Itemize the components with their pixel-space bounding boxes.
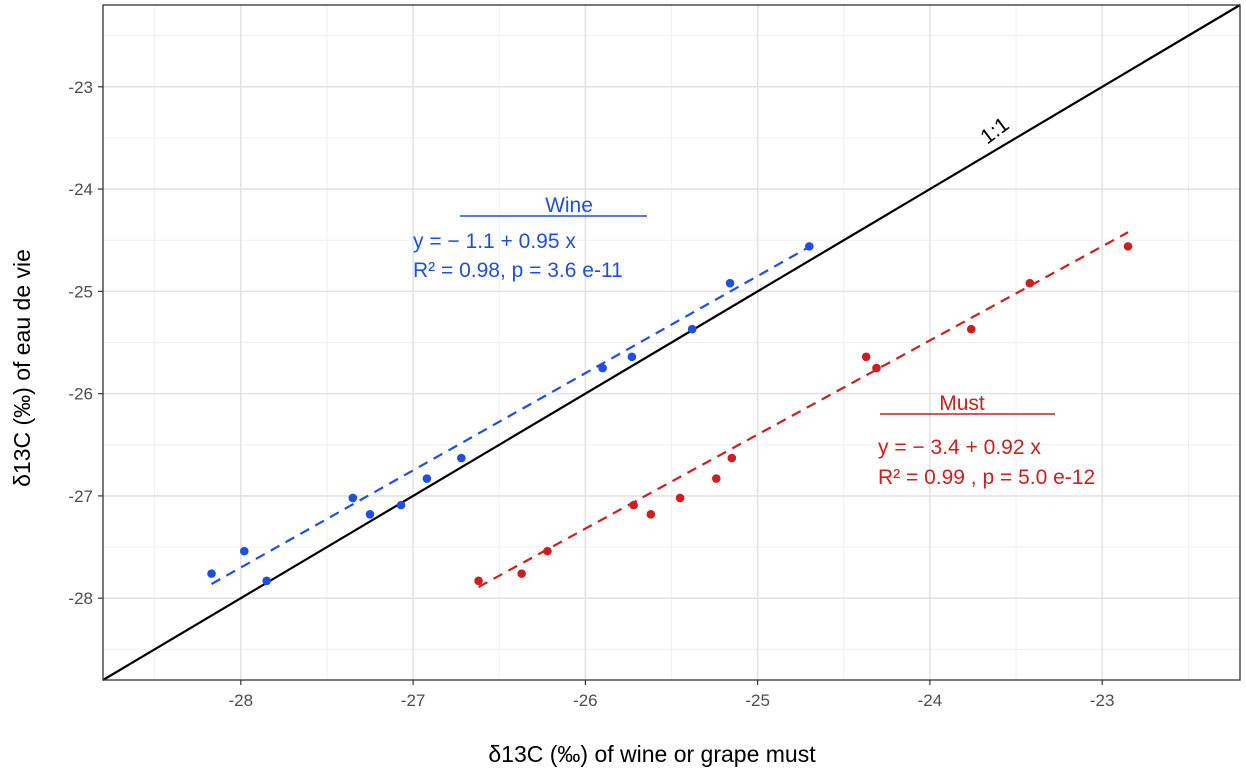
point-must <box>646 510 656 519</box>
y-tick-label: -28 <box>68 589 93 608</box>
wine-stats: R² = 0.98, p = 3.6 e-11 <box>413 259 623 282</box>
point-must <box>474 576 483 586</box>
x-tick-label: -23 <box>1090 691 1115 710</box>
point-must <box>711 474 721 483</box>
y-tick-label: -23 <box>68 78 93 97</box>
point-wine <box>805 242 814 251</box>
point-must <box>966 324 976 334</box>
point-wine <box>422 474 432 483</box>
must-equation: y = − 3.4 + 0.92 x <box>878 436 1041 459</box>
point-must <box>675 493 685 503</box>
x-tick-label: -28 <box>229 691 254 710</box>
y-axis-ticks: -28 -27 -26 -25 -24 -23 <box>68 78 103 608</box>
point-must <box>1123 242 1133 251</box>
x-axis-title: δ13C (‰) of wine or grape must <box>488 741 816 767</box>
grid-minor <box>103 5 1240 680</box>
point-must <box>629 500 638 510</box>
x-tick-label: -24 <box>918 691 943 710</box>
point-must <box>1025 278 1035 288</box>
point-wine <box>725 278 735 288</box>
fit-lines <box>210 231 1129 588</box>
fit-line-must <box>478 231 1129 588</box>
must-label: Must <box>939 392 985 415</box>
point-wine <box>687 324 697 334</box>
fit-line-wine <box>210 245 810 585</box>
wine-equation: y = − 1.1 + 0.95 x <box>413 230 576 253</box>
point-wine <box>365 510 375 519</box>
point-wine <box>598 363 607 373</box>
point-must <box>872 363 881 373</box>
grid-major <box>103 5 1240 680</box>
y-axis-title: δ13C (‰) of eau de vie <box>9 249 35 487</box>
y-tick-label: -26 <box>68 385 93 404</box>
must-stats: R² = 0.99 , p = 5.0 e-12 <box>878 466 1095 489</box>
point-wine <box>348 493 358 503</box>
y-tick-label: -25 <box>68 282 93 301</box>
data-points <box>207 242 1133 586</box>
identity-line <box>102 4 1241 681</box>
point-wine <box>262 576 271 586</box>
point-must <box>727 453 737 463</box>
point-wine <box>239 546 249 556</box>
wine-label: Wine <box>545 194 593 217</box>
point-must <box>861 352 871 362</box>
point-wine <box>457 453 466 463</box>
point-wine <box>207 569 216 578</box>
point-wine <box>396 500 406 510</box>
point-must <box>517 569 526 578</box>
x-tick-label: -26 <box>573 691 598 710</box>
x-tick-label: -25 <box>745 691 770 710</box>
y-tick-label: -27 <box>68 487 93 506</box>
y-tick-label: -24 <box>68 180 93 199</box>
annotations: Wine y = − 1.1 + 0.95 x R² = 0.98, p = 3.6… <box>413 194 1095 489</box>
point-wine <box>627 352 637 362</box>
panel-border <box>102 4 1241 681</box>
x-axis-ticks: -28 -27 -26 -25 -24 -23 <box>229 680 1115 710</box>
point-must <box>543 546 552 556</box>
x-tick-label: -27 <box>401 691 426 710</box>
